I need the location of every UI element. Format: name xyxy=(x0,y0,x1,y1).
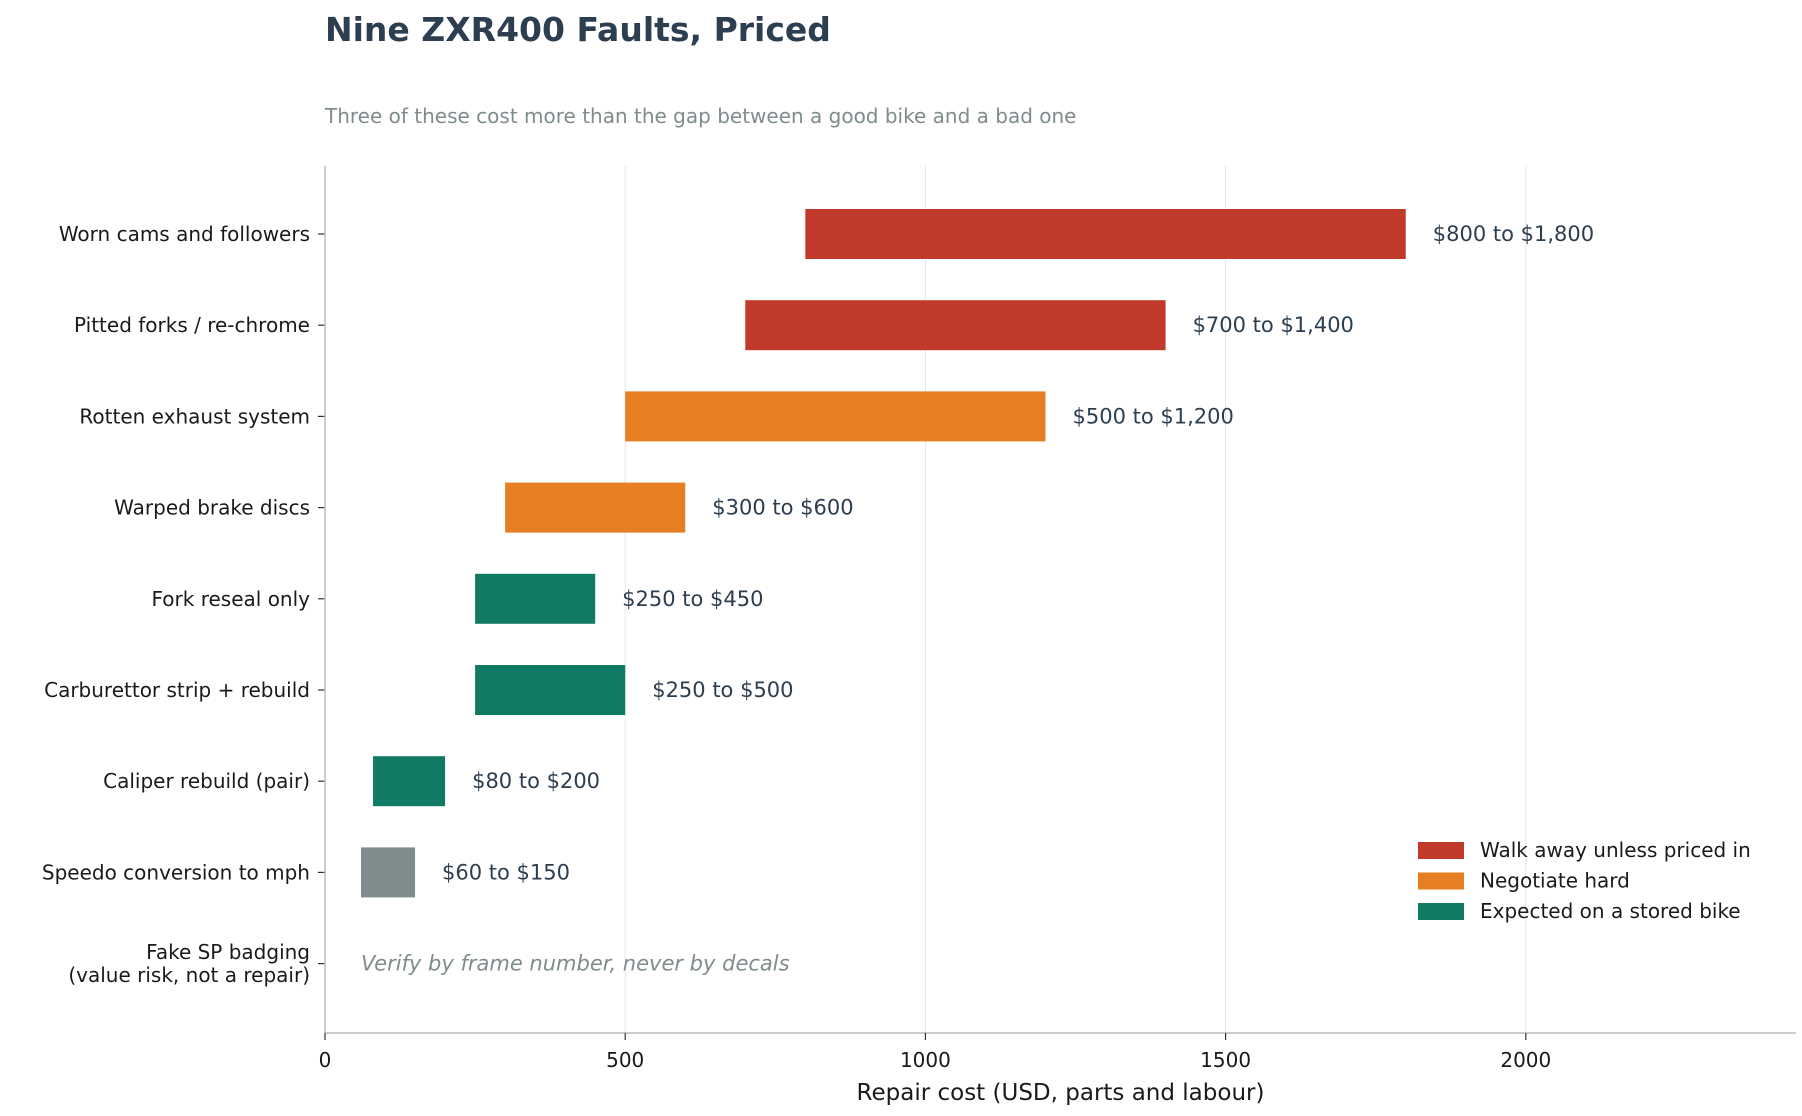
category-label: Worn cams and followers xyxy=(59,222,310,246)
legend-label: Expected on a stored bike xyxy=(1480,899,1741,923)
x-axis-title: Repair cost (USD, parts and labour) xyxy=(857,1080,1265,1106)
bar xyxy=(805,209,1406,259)
x-tick-label: 1000 xyxy=(900,1048,951,1072)
labels: Worn cams and followers $800 to $1,800 Pit… xyxy=(42,222,1594,987)
category-label-line: Pitted forks / re-chrome xyxy=(74,313,310,337)
bars xyxy=(361,209,1406,898)
axes: 0 500 1000 1500 2000 Repair cost (USD, parts … xyxy=(318,166,1796,1106)
x-tick-label: 1500 xyxy=(1200,1048,1251,1072)
x-tick-label: 500 xyxy=(606,1048,644,1072)
data-label: $700 to $1,400 xyxy=(1193,313,1354,337)
category-label-line: Fork reseal only xyxy=(152,587,311,611)
bar xyxy=(625,391,1046,442)
legend-swatch xyxy=(1418,903,1464,920)
category-label-line: Fake SP badging xyxy=(146,940,310,964)
bar xyxy=(373,756,446,807)
data-label: $800 to $1,800 xyxy=(1433,222,1594,246)
legend-label: Walk away unless priced in xyxy=(1480,838,1751,862)
category-label-line: Caliper rebuild (pair) xyxy=(103,769,310,793)
data-label: $250 to $450 xyxy=(622,587,763,611)
data-label: $300 to $600 xyxy=(712,496,853,520)
chart-subtitle: Three of these cost more than the gap be… xyxy=(325,104,1077,128)
x-tick-label: 2000 xyxy=(1500,1048,1551,1072)
legend-swatch xyxy=(1418,872,1464,890)
legend-swatch xyxy=(1418,842,1464,859)
data-label: $250 to $500 xyxy=(652,678,793,702)
bar xyxy=(505,482,686,533)
category-label-line: Worn cams and followers xyxy=(59,222,310,246)
bar xyxy=(475,573,596,624)
bar xyxy=(475,665,626,715)
legend: Walk away unless priced in Negotiate hard… xyxy=(1418,838,1751,923)
category-label-line: Speedo conversion to mph xyxy=(42,860,310,884)
category-label: Speedo conversion to mph xyxy=(42,860,310,884)
category-label-line: (value risk, not a repair) xyxy=(68,963,310,987)
data-label: $80 to $200 xyxy=(472,769,600,793)
category-label-line: Carburettor strip + rebuild xyxy=(44,678,310,702)
annotation-note: Verify by frame number, never by decals xyxy=(361,952,790,976)
category-label: Fake SP badging (value risk, not a repair… xyxy=(68,940,310,987)
grid-lines xyxy=(624,166,1527,1033)
category-label: Fork reseal only xyxy=(152,587,311,611)
bar xyxy=(745,300,1166,351)
bar xyxy=(361,847,416,898)
chart-title: Nine ZXR400 Faults, Priced xyxy=(325,10,831,49)
category-label: Caliper rebuild (pair) xyxy=(103,769,310,793)
category-label: Rotten exhaust system xyxy=(79,404,310,428)
legend-label: Negotiate hard xyxy=(1480,869,1630,893)
category-label: Warped brake discs xyxy=(114,496,310,520)
x-tick-label: 0 xyxy=(319,1048,332,1072)
category-label: Carburettor strip + rebuild xyxy=(44,678,310,702)
category-label: Pitted forks / re-chrome xyxy=(74,313,310,337)
data-label: $500 to $1,200 xyxy=(1072,404,1233,428)
category-label-line: Rotten exhaust system xyxy=(79,404,310,428)
category-label-line: Warped brake discs xyxy=(114,496,310,520)
data-label: $60 to $150 xyxy=(442,860,570,884)
